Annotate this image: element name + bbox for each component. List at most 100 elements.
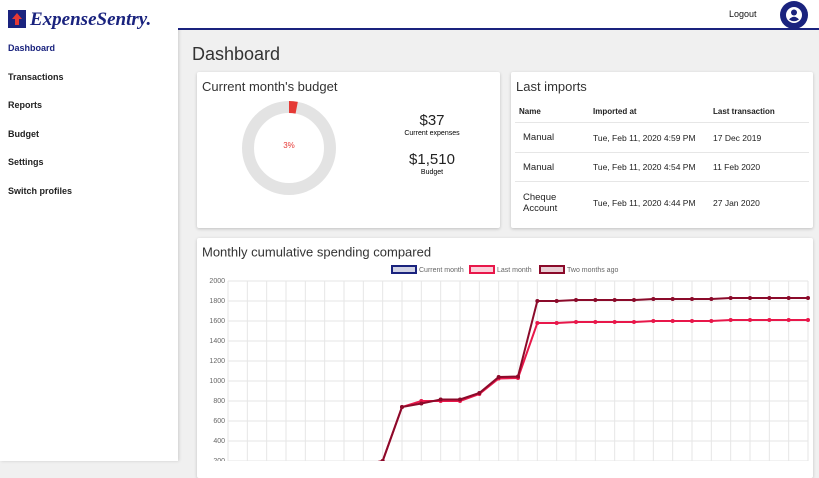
expenses-label: Current expenses bbox=[404, 130, 460, 137]
point bbox=[651, 319, 656, 323]
point bbox=[709, 319, 714, 323]
table-cell: Manual bbox=[515, 152, 589, 182]
point bbox=[438, 397, 443, 402]
y-tick-label: 1200 bbox=[209, 358, 225, 365]
point bbox=[554, 299, 559, 303]
imports-card: Last imports Name Imported at Last transac… bbox=[511, 72, 813, 228]
card-title: Last imports bbox=[516, 79, 587, 94]
table-cell: Tue, Feb 11, 2020 4:54 PM bbox=[589, 152, 709, 182]
point bbox=[554, 321, 559, 325]
nav-item[interactable]: Switch profiles bbox=[8, 186, 73, 196]
point bbox=[574, 298, 578, 302]
page-title: Dashboard bbox=[192, 44, 281, 64]
point bbox=[767, 318, 772, 322]
donut-arc bbox=[242, 101, 336, 195]
header bbox=[178, 0, 819, 30]
budget-card: Current month's budget 3% $37 Current ex… bbox=[197, 72, 500, 228]
y-tick-label: 400 bbox=[213, 438, 225, 445]
table-row: Manual Tue, Feb 11, 2020 4:59 PM 17 Dec 20… bbox=[515, 122, 809, 153]
point bbox=[670, 319, 675, 323]
line-chart: Monthly cumulative spending compared 020… bbox=[202, 244, 810, 478]
budget-label: Budget bbox=[420, 169, 444, 176]
legend-label: Last month bbox=[497, 267, 532, 274]
legend-label: Current month bbox=[419, 267, 464, 274]
point bbox=[593, 298, 598, 302]
table-cell: 11 Feb 2020 bbox=[709, 152, 809, 182]
point bbox=[690, 297, 694, 301]
y-tick-label: 800 bbox=[213, 398, 225, 405]
column-header: Imported at bbox=[593, 106, 637, 116]
point bbox=[728, 318, 733, 322]
column-header: Name bbox=[519, 106, 541, 116]
y-tick-label: 2000 bbox=[209, 278, 225, 285]
header-row: Name Imported at Last transaction bbox=[515, 100, 809, 123]
y-tick-label: 600 bbox=[213, 418, 225, 425]
point bbox=[767, 296, 772, 300]
point bbox=[748, 296, 752, 300]
point bbox=[400, 405, 404, 409]
point bbox=[632, 320, 636, 324]
point bbox=[786, 318, 791, 322]
point bbox=[458, 397, 462, 402]
point bbox=[477, 391, 482, 395]
point bbox=[690, 319, 694, 323]
logo-icon bbox=[12, 13, 22, 25]
nav-item[interactable]: Budget bbox=[8, 128, 39, 139]
nav-item[interactable]: Transactions bbox=[8, 71, 64, 82]
column-header: Last transaction bbox=[713, 106, 775, 116]
point bbox=[728, 296, 733, 300]
legend-swatch bbox=[539, 265, 565, 274]
budget-value: $1,510 bbox=[409, 151, 455, 168]
nav-item[interactable]: Settings bbox=[8, 157, 44, 168]
avatar-icon bbox=[786, 7, 802, 23]
avatar[interactable] bbox=[780, 1, 808, 29]
table-row: Manual Tue, Feb 11, 2020 4:54 PM 11 Feb 20… bbox=[515, 152, 809, 182]
point bbox=[748, 318, 752, 322]
table-cell: 27 Jan 2020 bbox=[709, 181, 809, 224]
point bbox=[593, 320, 598, 324]
expenses-value: $37 bbox=[419, 112, 445, 129]
y-tick-label: 1800 bbox=[209, 298, 225, 305]
nav-item[interactable]: Reports bbox=[8, 100, 43, 111]
table-cell: Tue, Feb 11, 2020 4:44 PM bbox=[589, 181, 709, 224]
y-tick-label: 1600 bbox=[209, 318, 225, 325]
table-cell: Tue, Feb 11, 2020 4:59 PM bbox=[589, 122, 709, 153]
point bbox=[632, 298, 636, 302]
y-tick-label: 1000 bbox=[209, 378, 225, 385]
brand: ExpenseSentry. bbox=[30, 9, 152, 30]
point bbox=[419, 401, 424, 406]
logout-button[interactable]: Logout bbox=[729, 9, 757, 19]
point bbox=[535, 321, 540, 325]
point bbox=[574, 320, 578, 324]
chart-title: Monthly cumulative spending compared bbox=[202, 244, 431, 259]
table-cell: 17 Dec 2019 bbox=[709, 122, 809, 153]
point bbox=[612, 298, 617, 302]
donut-label: 3% bbox=[283, 141, 295, 150]
table-cell: Cheque Account bbox=[515, 181, 589, 224]
point bbox=[651, 297, 656, 301]
sidebar: ExpenseSentry. Dashboard Transactions Repo… bbox=[0, 0, 178, 461]
donut: 3% bbox=[242, 101, 336, 195]
point bbox=[670, 297, 675, 301]
point bbox=[806, 296, 810, 300]
point bbox=[612, 320, 617, 324]
point bbox=[786, 296, 791, 300]
y-tick-label: 1400 bbox=[209, 338, 225, 345]
table-row: Cheque Account Tue, Feb 11, 2020 4:44 PM 2… bbox=[515, 181, 809, 224]
point bbox=[516, 374, 520, 379]
nav-item[interactable]: Dashboard bbox=[8, 43, 56, 53]
logo bbox=[8, 10, 26, 28]
table-cell: Manual bbox=[515, 122, 589, 153]
legend-label: Two months ago bbox=[567, 267, 618, 274]
point bbox=[535, 299, 540, 303]
legend-swatch bbox=[469, 265, 495, 274]
point bbox=[709, 297, 714, 301]
point bbox=[806, 318, 810, 322]
card-title: Current month's budget bbox=[202, 79, 338, 94]
legend-swatch bbox=[391, 265, 417, 274]
point bbox=[496, 375, 501, 379]
chart-card: Monthly cumulative spending compared 020… bbox=[197, 238, 813, 478]
imports-table: Name Imported at Last transaction Manual Tue… bbox=[515, 100, 809, 224]
